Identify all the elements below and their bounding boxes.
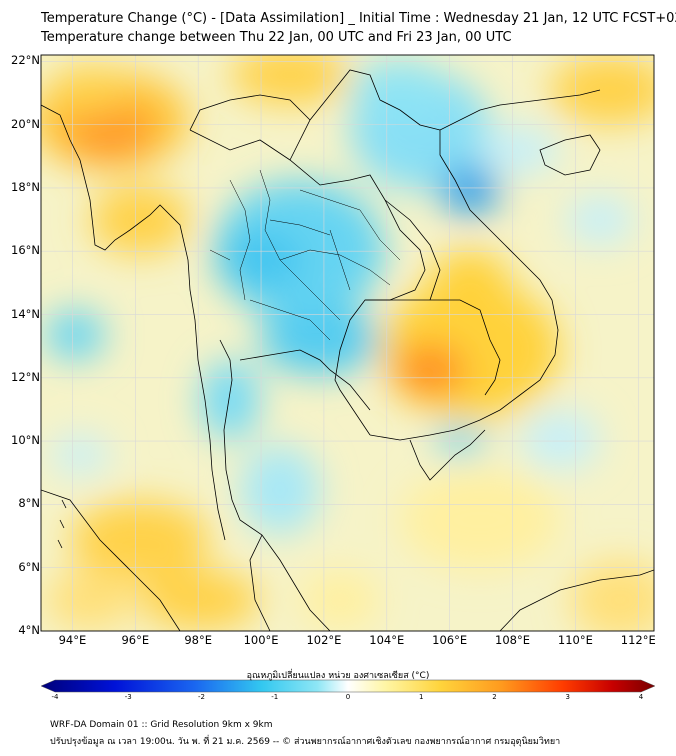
colorbar-tick: -1	[271, 693, 279, 701]
colorbar-tick: 0	[345, 693, 351, 701]
colorbar-tick: -2	[198, 693, 205, 701]
footer-credit: ปรับปรุงข้อมูล ณ เวลา 19:00น. วัน พ. ที่…	[50, 737, 561, 747]
lon-label: 112°E	[620, 633, 656, 647]
lon-label: 98°E	[184, 633, 212, 647]
lon-label: 108°E	[495, 633, 531, 647]
map-plot-area	[41, 55, 654, 631]
lat-label: 12°N	[11, 369, 40, 384]
colorbar-scale	[40, 679, 656, 693]
lat-label: 20°N	[11, 116, 40, 131]
colorbar-label: อุณหภูมิเปลี่ยนแปลง หน่วย องศาเซลเซียส (…	[246, 671, 430, 681]
colorbar-tick: 4	[638, 693, 644, 701]
map-frame	[40, 54, 655, 632]
colorbar-tick: 1	[419, 693, 424, 701]
map-title: Temperature Change (°C) - [Data Assimila…	[41, 11, 676, 26]
lat-label: 22°N	[11, 53, 40, 68]
lat-label: 16°N	[11, 243, 40, 258]
lat-label: 8°N	[18, 496, 40, 511]
lon-label: 94°E	[58, 633, 87, 647]
colorbar-tick: -4	[51, 693, 59, 701]
lat-label: 10°N	[11, 433, 40, 448]
temperature-field	[41, 55, 654, 631]
colorbar	[40, 679, 656, 693]
lat-label: 4°N	[18, 623, 40, 637]
lon-label: 102°E	[306, 633, 342, 647]
lat-label: 6°N	[18, 559, 40, 574]
lat-label: 18°N	[11, 179, 40, 194]
lon-label: 100°E	[243, 633, 279, 647]
lat-label: 14°N	[11, 306, 40, 321]
lon-label: 104°E	[369, 633, 405, 647]
map-subtitle: Temperature change between Thu 22 Jan, 0…	[41, 30, 512, 45]
lon-label: 110°E	[557, 633, 593, 647]
colorbar-tick: 3	[565, 693, 570, 701]
map-gridlines	[41, 55, 654, 631]
footer-model-info: WRF-DA Domain 01 :: Grid Resolution 9km …	[50, 720, 273, 730]
colorbar-tick: -3	[124, 693, 132, 701]
lon-label: 96°E	[121, 633, 150, 647]
country-borders	[41, 69, 654, 631]
lon-label: 106°E	[432, 633, 468, 647]
colorbar-tick: 2	[492, 693, 497, 701]
